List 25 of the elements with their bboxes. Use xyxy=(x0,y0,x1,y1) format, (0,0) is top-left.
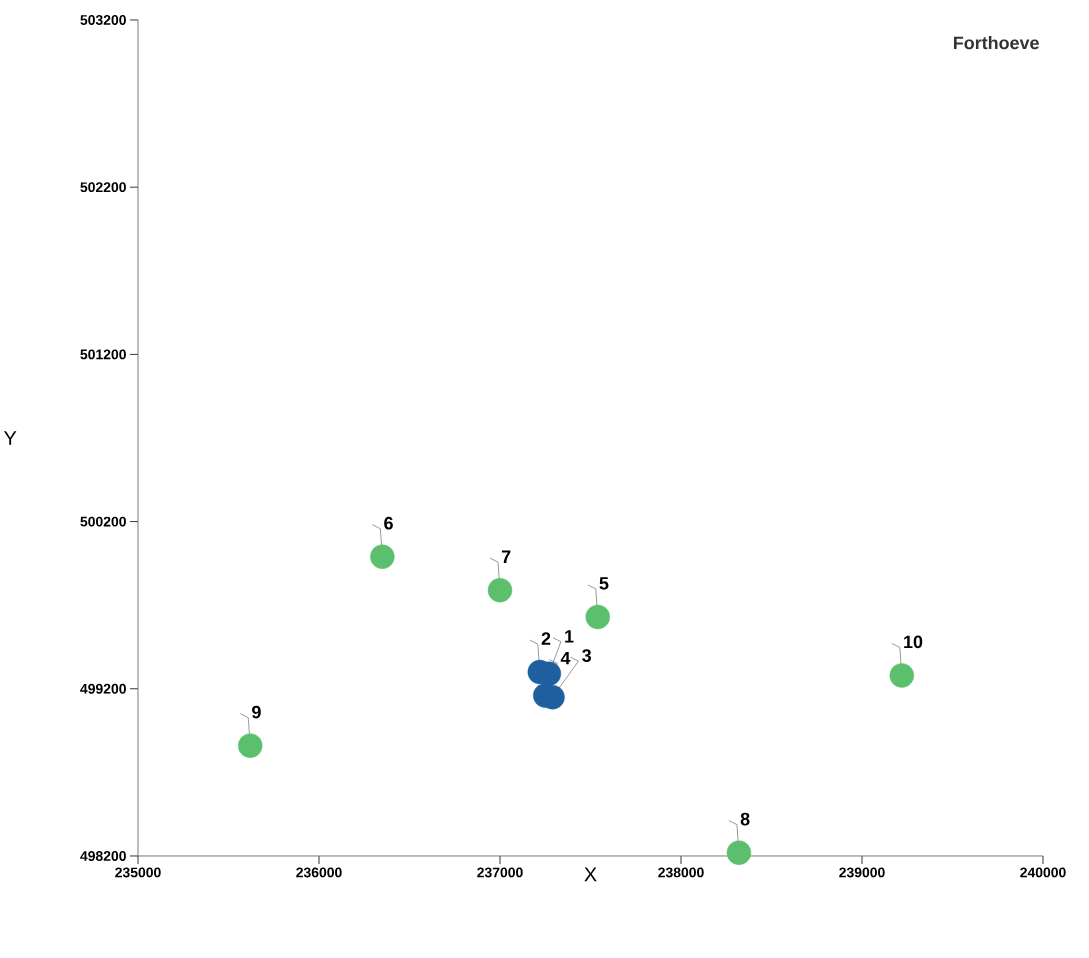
y-axis-title: Y xyxy=(3,431,17,445)
y-tick-label: 503200 xyxy=(80,15,126,25)
x-tick-label: 237000 xyxy=(477,867,523,878)
annotation: 5 xyxy=(599,577,609,590)
annotation: 1 xyxy=(565,630,574,643)
annotation: 4 xyxy=(560,651,571,665)
y-tick-label: 499200 xyxy=(80,683,126,694)
x-tick-label: 236000 xyxy=(296,867,342,878)
y-tick-label: 502200 xyxy=(80,182,126,193)
annotation: 8 xyxy=(740,812,750,826)
x-axis-title: X xyxy=(584,867,597,882)
y-tick-label: 501200 xyxy=(80,349,126,360)
annotation: 3 xyxy=(582,649,592,662)
y-tick-label: 500200 xyxy=(80,516,126,527)
annotation: 9 xyxy=(252,705,261,719)
x-tick-label: 240000 xyxy=(1020,867,1066,878)
y-tick-label: 498200 xyxy=(80,851,126,861)
annotation: 2 xyxy=(541,632,551,645)
annotation: 10 xyxy=(904,635,923,649)
annotation: 7 xyxy=(501,550,511,563)
text: Forthoeve xyxy=(954,36,1039,50)
x-tick-label: 239000 xyxy=(839,867,885,878)
x-tick-label: 235000 xyxy=(115,867,161,878)
annotation: 6 xyxy=(384,516,393,530)
x-tick-label: 238000 xyxy=(658,867,704,878)
